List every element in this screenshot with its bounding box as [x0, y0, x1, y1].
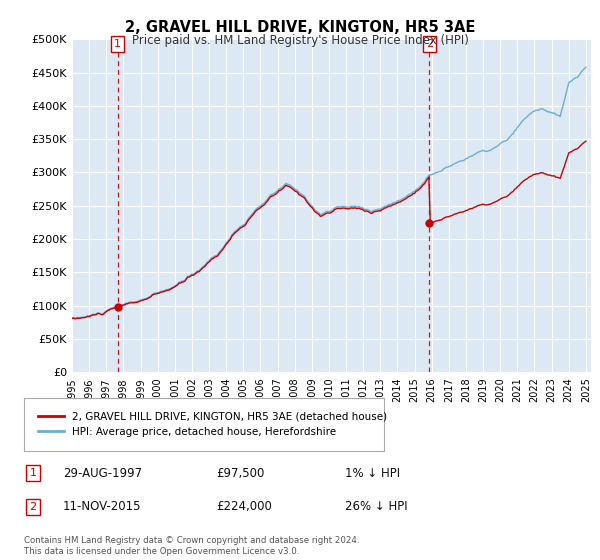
Text: 1: 1 [114, 39, 121, 49]
Legend: 2, GRAVEL HILL DRIVE, KINGTON, HR5 3AE (detached house), HPI: Average price, det: 2, GRAVEL HILL DRIVE, KINGTON, HR5 3AE (… [33, 407, 393, 442]
Text: Contains HM Land Registry data © Crown copyright and database right 2024.
This d: Contains HM Land Registry data © Crown c… [24, 536, 359, 556]
Text: 11-NOV-2015: 11-NOV-2015 [63, 500, 142, 514]
Text: 2, GRAVEL HILL DRIVE, KINGTON, HR5 3AE: 2, GRAVEL HILL DRIVE, KINGTON, HR5 3AE [125, 20, 475, 35]
Text: £97,500: £97,500 [216, 466, 265, 480]
Text: 2: 2 [426, 39, 433, 49]
Text: 2: 2 [29, 502, 37, 512]
Text: 1% ↓ HPI: 1% ↓ HPI [345, 466, 400, 480]
Text: 26% ↓ HPI: 26% ↓ HPI [345, 500, 407, 514]
Text: £224,000: £224,000 [216, 500, 272, 514]
Text: Price paid vs. HM Land Registry's House Price Index (HPI): Price paid vs. HM Land Registry's House … [131, 34, 469, 46]
Text: 29-AUG-1997: 29-AUG-1997 [63, 466, 142, 480]
Text: 1: 1 [29, 468, 37, 478]
